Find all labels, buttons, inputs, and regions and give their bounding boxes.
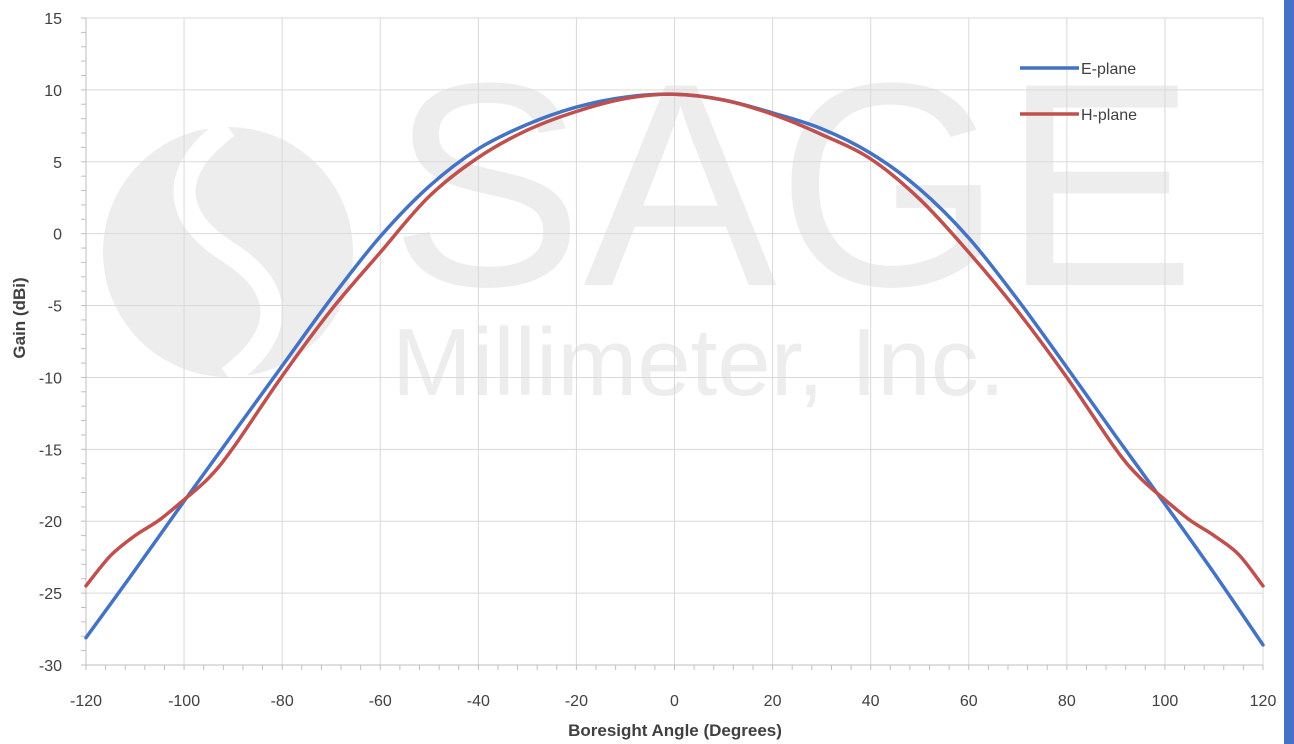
y-tick-label: 0 xyxy=(53,227,62,244)
legend-label-e-plane: E-plane xyxy=(1081,61,1136,78)
grid xyxy=(86,17,1264,665)
x-tick-label: -120 xyxy=(70,693,102,710)
x-tick-labels: -120 -100 -80 -60 -40 -20 0 20 40 60 80 100 120 xyxy=(70,693,1276,710)
legend: E-plane H-plane xyxy=(1020,61,1137,124)
minor-ticks xyxy=(81,17,1264,670)
side-accent-bar xyxy=(1284,0,1294,744)
watermark-logo-swirl-icon xyxy=(173,118,283,386)
legend-label-h-plane: H-plane xyxy=(1081,107,1137,124)
y-tick-label: -30 xyxy=(39,658,62,675)
y-tick-label: -15 xyxy=(39,442,62,459)
y-tick-label: -10 xyxy=(39,370,62,387)
y-axis-title: Gain (dBi) xyxy=(10,277,29,358)
y-tick-labels: 15 10 5 0 -5 -10 -15 -20 -25 -30 xyxy=(39,11,62,675)
x-tick-label: 80 xyxy=(1058,693,1076,710)
y-tick-label: 5 xyxy=(53,155,62,172)
x-tick-label: -80 xyxy=(271,693,294,710)
x-tick-label: 120 xyxy=(1250,693,1277,710)
series-group xyxy=(84,92,1265,647)
watermark: SAGE Millimeter, Inc. xyxy=(103,23,1196,416)
x-tick-label: -40 xyxy=(467,693,490,710)
y-tick-label: -20 xyxy=(39,514,62,531)
y-tick-label: -25 xyxy=(39,586,62,603)
series-line-h-plane xyxy=(84,92,1265,588)
x-tick-label: 60 xyxy=(960,693,978,710)
x-tick-label: -20 xyxy=(565,693,588,710)
watermark-line2: Millimeter, Inc. xyxy=(392,309,1005,416)
y-tick-label: 15 xyxy=(44,11,62,28)
y-tick-label: -5 xyxy=(48,299,62,316)
x-tick-label: -100 xyxy=(168,693,200,710)
x-tick-label: 100 xyxy=(1152,693,1179,710)
y-tick-label: 10 xyxy=(44,83,62,100)
x-tick-label: 40 xyxy=(862,693,880,710)
x-tick-label: 0 xyxy=(670,693,679,710)
x-axis-title: Boresight Angle (Degrees) xyxy=(568,721,782,740)
x-tick-label: 20 xyxy=(764,693,782,710)
x-tick-label: -60 xyxy=(369,693,392,710)
watermark-line1: SAGE xyxy=(390,23,1196,347)
axes xyxy=(85,18,1263,666)
